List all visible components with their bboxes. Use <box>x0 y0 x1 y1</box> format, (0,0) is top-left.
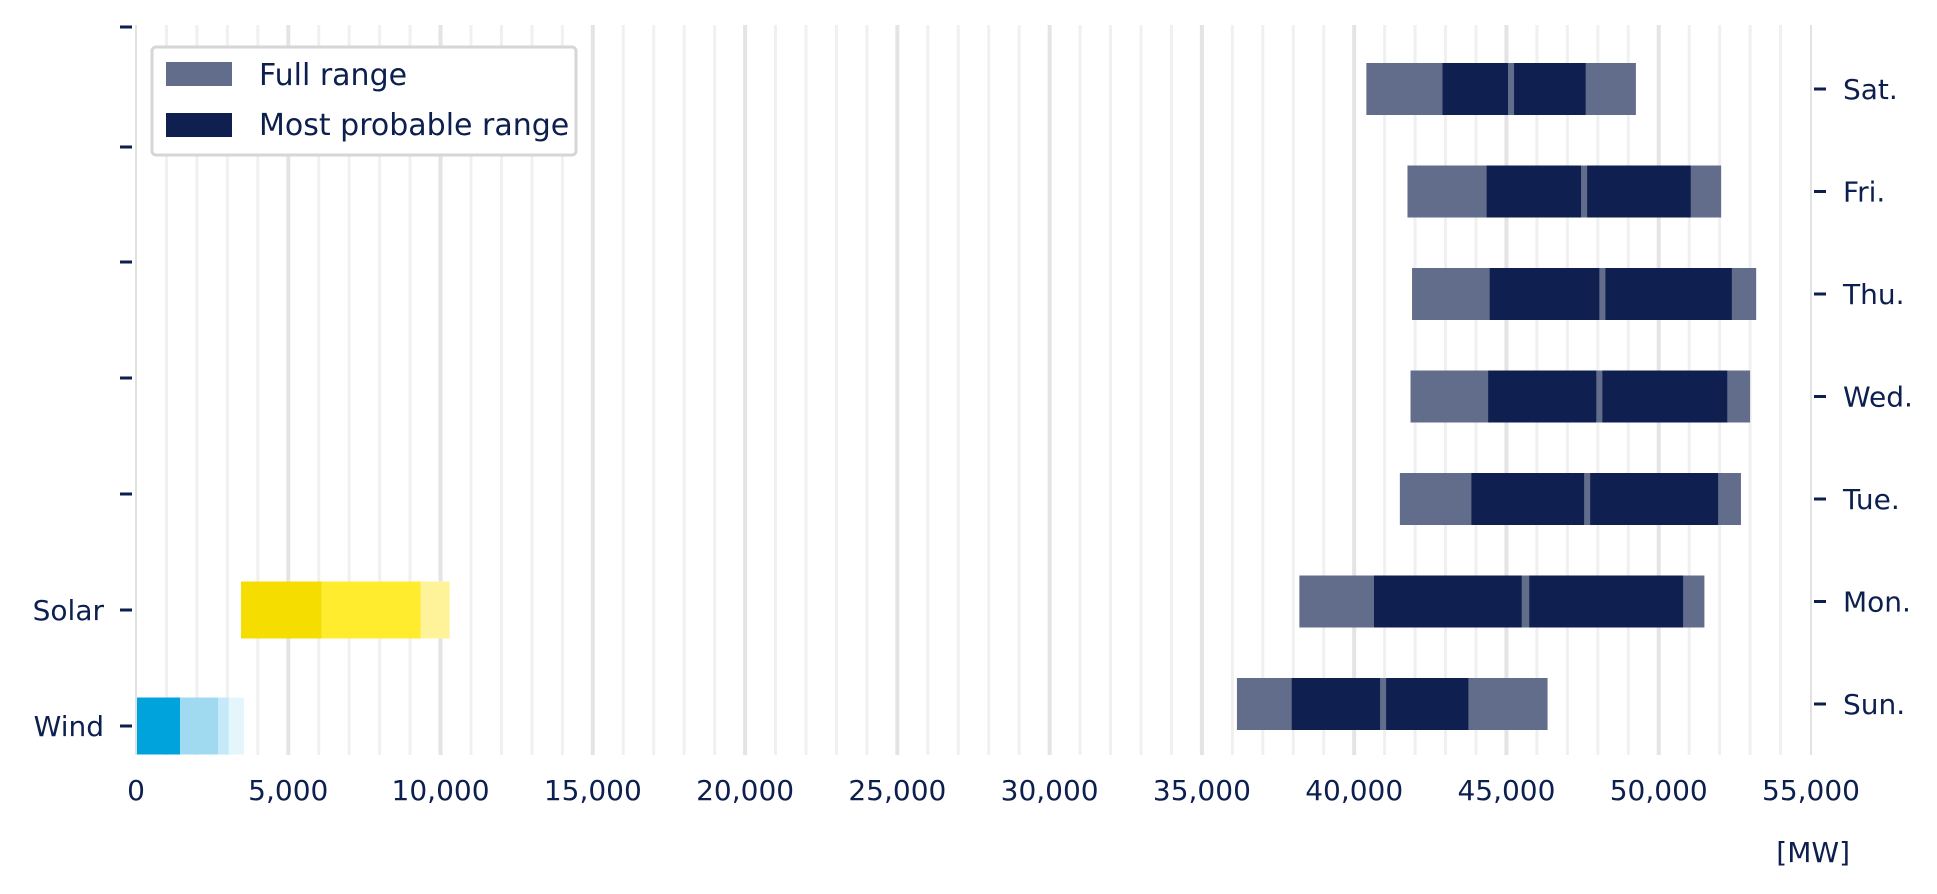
right-category-label: Wed. <box>1843 381 1913 414</box>
x-tick-label: 20,000 <box>696 774 794 807</box>
x-tick-label: 45,000 <box>1457 774 1555 807</box>
most-probable-range-bar <box>1590 473 1719 525</box>
renewable-segment-wind <box>228 697 245 755</box>
right-category-label: Sat. <box>1843 73 1898 106</box>
x-tick-label: 25,000 <box>848 774 946 807</box>
legend-label-full-range: Full range <box>259 58 407 93</box>
most-probable-range-bar <box>1514 63 1586 115</box>
right-category-label: Mon. <box>1843 586 1911 619</box>
axes: Wind Solar Sun. Mon. Tue. Wed. Thu. Fri. Sat. <box>33 25 1913 755</box>
most-probable-range-bar <box>1291 678 1381 730</box>
x-tick-label: 15,000 <box>544 774 642 807</box>
bars <box>136 63 1757 755</box>
most-probable-range-bar <box>1442 63 1508 115</box>
legend-swatch-most-probable-range <box>166 113 232 137</box>
x-tick-label: 0 <box>127 774 145 807</box>
renewable-segment-wind <box>218 697 229 755</box>
renewable-segment-solar <box>420 581 450 639</box>
unit-label: [MW] <box>1776 836 1850 869</box>
legend-box <box>150 45 578 157</box>
legend-swatch-full-range <box>166 62 232 86</box>
most-probable-range-bar <box>1386 678 1469 730</box>
most-probable-range-bar <box>1489 268 1600 320</box>
right-category-label: Tue. <box>1842 483 1900 516</box>
most-probable-range-bar <box>1486 165 1582 218</box>
most-probable-range-bar <box>1471 473 1585 525</box>
legend-label-most-probable-range: Most probable range <box>259 108 569 143</box>
left-category-label: Wind <box>34 710 104 743</box>
legend: Full range Most probable range <box>150 45 578 157</box>
x-tick-label: 5,000 <box>248 774 328 807</box>
x-tick-label: 55,000 <box>1762 774 1860 807</box>
right-category-label: Sun. <box>1843 688 1905 721</box>
most-probable-range-bar <box>1587 165 1691 218</box>
x-tick-label: 30,000 <box>1001 774 1099 807</box>
most-probable-range-bar <box>1605 268 1732 320</box>
renewable-segment-wind <box>180 697 219 755</box>
right-category-label: Fri. <box>1843 176 1885 209</box>
left-category-label: Solar <box>33 594 105 627</box>
right-category-label: Thu. <box>1842 278 1905 311</box>
most-probable-range-bar <box>1488 370 1597 423</box>
x-axis-ticks: 0 5,000 10,000 15,000 20,000 25,000 30,000 35,0… <box>127 774 1860 807</box>
most-probable-range-bar <box>1373 575 1522 628</box>
x-tick-label: 35,000 <box>1153 774 1251 807</box>
x-tick-label: 40,000 <box>1305 774 1403 807</box>
x-tick-label: 50,000 <box>1610 774 1708 807</box>
renewable-segment-solar <box>241 581 322 639</box>
most-probable-range-bar <box>1602 370 1728 423</box>
most-probable-range-bar <box>1529 575 1684 628</box>
x-tick-label: 10,000 <box>392 774 490 807</box>
renewable-segment-solar <box>321 581 421 639</box>
renewable-segment-wind <box>136 697 181 755</box>
